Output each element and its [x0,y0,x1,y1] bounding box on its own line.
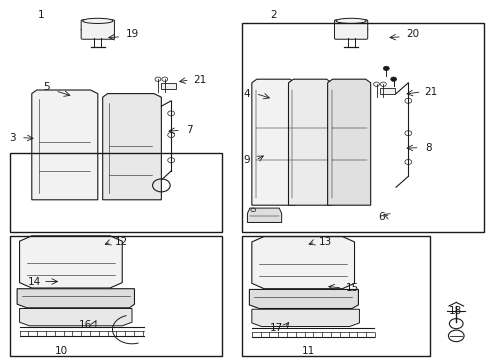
Polygon shape [249,289,358,309]
Text: 11: 11 [301,346,314,356]
Bar [379,88,394,94]
Text: 7: 7 [186,125,193,135]
Text: 20: 20 [406,29,419,39]
Ellipse shape [81,27,114,32]
Text: 1: 1 [38,10,45,20]
Text: 6: 6 [377,212,384,222]
Ellipse shape [82,18,113,23]
Text: 18: 18 [448,306,462,316]
Text: 10: 10 [55,346,67,356]
Text: 17: 17 [269,323,283,333]
Text: 19: 19 [125,29,139,39]
Text: 9: 9 [243,155,250,165]
Text: 3: 3 [9,132,16,143]
Text: 13: 13 [318,237,331,247]
Polygon shape [20,309,132,326]
Text: 16: 16 [79,320,92,330]
Text: 21: 21 [192,75,206,85]
Ellipse shape [335,18,366,23]
Bar [242,23,483,232]
Ellipse shape [334,27,367,32]
Polygon shape [102,94,161,200]
Text: 14: 14 [27,276,41,287]
Polygon shape [327,79,370,205]
Bar [10,153,222,232]
Polygon shape [20,236,122,288]
Circle shape [383,66,388,71]
Text: 2: 2 [270,10,277,20]
Polygon shape [288,79,331,205]
Polygon shape [251,237,354,289]
Text: 5: 5 [43,82,50,92]
Text: 4: 4 [243,89,250,99]
Text: 12: 12 [114,237,128,247]
Bar [242,236,429,356]
Polygon shape [251,309,359,327]
Bar [10,236,222,356]
FancyBboxPatch shape [81,20,114,39]
Text: 15: 15 [345,283,358,293]
Polygon shape [247,208,281,222]
Polygon shape [251,79,294,205]
Text: 21: 21 [424,87,437,97]
Bar [161,83,176,89]
Circle shape [390,77,396,81]
FancyBboxPatch shape [334,20,367,39]
Text: 8: 8 [425,143,431,153]
Polygon shape [17,289,134,308]
Polygon shape [32,90,98,200]
